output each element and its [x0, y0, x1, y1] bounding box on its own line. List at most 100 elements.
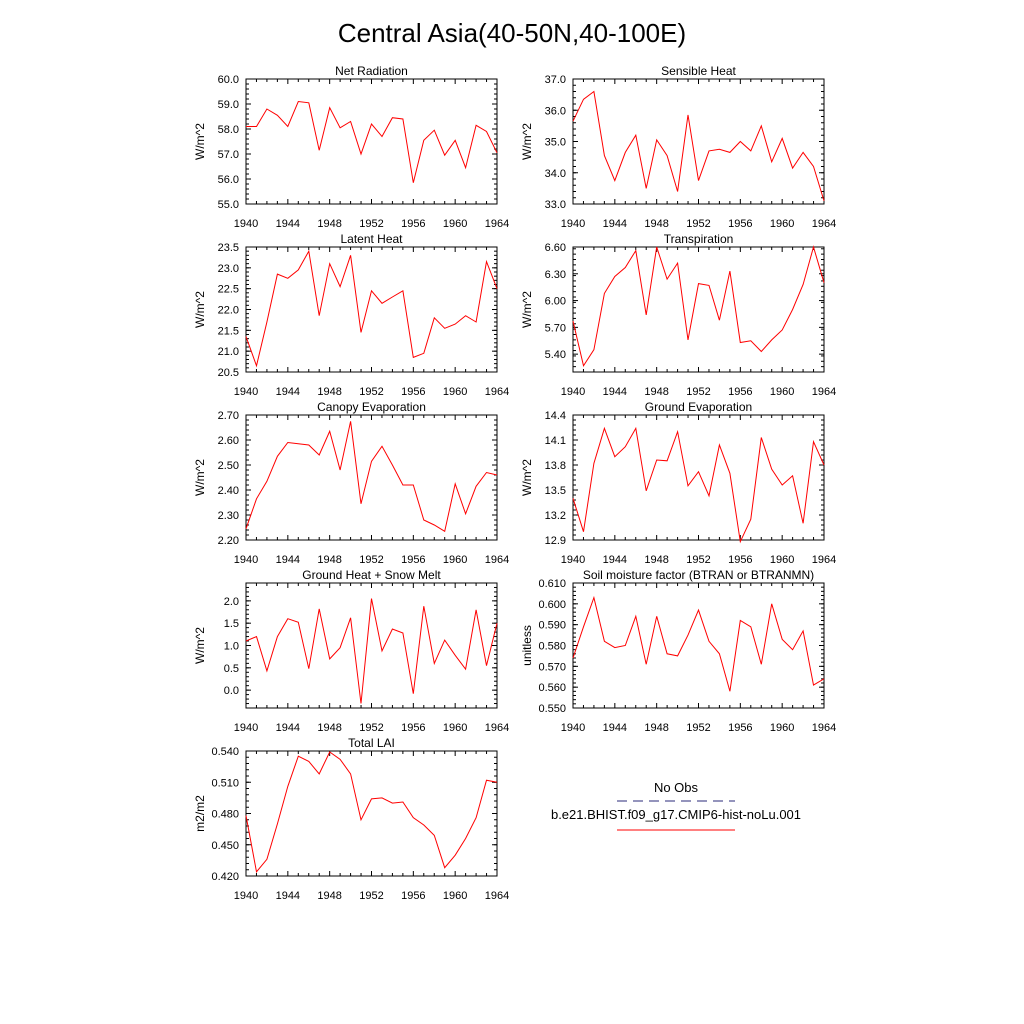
y-tick-label: 2.40 [218, 485, 239, 497]
series-line-total-lai [245, 751, 498, 873]
y-tick-label: 23.0 [218, 263, 239, 275]
x-tick-label: 1956 [401, 218, 425, 230]
panel-title: Canopy Evaporation [317, 400, 426, 414]
x-tick-label: 1960 [770, 218, 794, 230]
y-tick-label: 20.5 [218, 367, 239, 379]
panel-title: Net Radiation [335, 64, 408, 78]
y-tick-label: 6.30 [545, 269, 566, 281]
series-line-sensible-heat [572, 90, 825, 202]
y-axis-label: W/m^2 [520, 291, 534, 328]
y-tick-label: 33.0 [545, 199, 566, 211]
x-tick-label: 1944 [276, 890, 300, 902]
y-tick-label: 6.00 [545, 296, 566, 308]
y-tick-label: 60.0 [218, 74, 239, 86]
figure-title: Central Asia(40-50N,40-100E) [338, 18, 686, 48]
x-tick-label: 1952 [686, 386, 710, 398]
y-tick-label: 59.0 [218, 99, 239, 111]
y-tick-label: 2.50 [218, 460, 239, 472]
y-tick-label: 36.0 [545, 105, 566, 117]
x-tick-label: 1940 [234, 890, 258, 902]
x-tick-label: 1960 [770, 554, 794, 566]
x-tick-label: 1952 [359, 722, 383, 734]
x-tick-label: 1940 [234, 722, 258, 734]
x-tick-label: 1944 [603, 722, 627, 734]
y-tick-label: 2.70 [218, 410, 239, 422]
y-tick-label: 22.0 [218, 305, 239, 317]
x-tick-label: 1956 [728, 722, 752, 734]
panel-title: Total LAI [348, 736, 395, 750]
panel-canopy-evaporation: Canopy Evaporation W/m^2 1940 1944 1948 1952 1… [193, 400, 509, 566]
panel-sensible-heat: Sensible Heat W/m^2 1940 1944 1948 1952 1956 19… [520, 64, 836, 230]
x-tick-label: 1960 [443, 554, 467, 566]
x-tick-label: 1948 [317, 386, 341, 398]
x-tick-label: 1948 [317, 722, 341, 734]
y-tick-label: 0.450 [211, 840, 239, 852]
x-tick-label: 1956 [728, 218, 752, 230]
y-axis-label: W/m^2 [520, 459, 534, 496]
y-tick-label: 34.0 [545, 168, 566, 180]
x-tick-label: 1944 [276, 218, 300, 230]
y-axis-label: W/m^2 [520, 123, 534, 160]
series-line-ground-evaporation [572, 426, 825, 544]
y-tick-label: 1.0 [224, 641, 239, 653]
y-axis-label: m2/m2 [193, 795, 207, 832]
y-tick-label: 0.600 [538, 599, 566, 611]
x-tick-label: 1944 [603, 386, 627, 398]
x-tick-label: 1960 [443, 386, 467, 398]
y-tick-label: 21.5 [218, 325, 239, 337]
panel-title: Soil moisture factor (BTRAN or BTRANMN) [583, 568, 814, 582]
x-tick-label: 1940 [561, 218, 585, 230]
y-tick-label: 37.0 [545, 74, 566, 86]
x-tick-label: 1940 [234, 218, 258, 230]
y-axis-label: W/m^2 [193, 627, 207, 664]
y-tick-label: 2.0 [224, 596, 239, 608]
x-tick-label: 1952 [359, 890, 383, 902]
y-tick-label: 13.2 [545, 510, 566, 522]
series-line-net-radiation [246, 100, 498, 183]
panel-ground-evaporation: Ground Evaporation W/m^2 1940 1944 1948 1952 1… [520, 400, 836, 566]
y-tick-label: 0.550 [538, 703, 566, 715]
y-tick-label: 2.60 [218, 435, 239, 447]
x-tick-label: 1948 [317, 218, 341, 230]
x-tick-label: 1944 [276, 722, 300, 734]
x-tick-label: 1960 [770, 722, 794, 734]
y-tick-label: 5.40 [545, 349, 566, 361]
x-tick-label: 1956 [401, 554, 425, 566]
x-tick-label: 1948 [317, 890, 341, 902]
x-tick-label: 1952 [359, 218, 383, 230]
series-line-transpiration [572, 245, 825, 368]
panel-soil-moisture-factor-btran-or-btranmn: Soil moisture factor (BTRAN or BTRANMN) u… [520, 568, 836, 734]
panel-total-lai: Total LAI m2/m2 1940 1944 1948 1952 1956 1960 19… [193, 736, 509, 902]
series-line-latent-heat [245, 249, 498, 368]
x-tick-label: 1940 [234, 554, 258, 566]
panel-title: Sensible Heat [661, 64, 736, 78]
y-tick-label: 5.70 [545, 322, 566, 334]
panels: Net Radiation W/m^2 1940 1944 1948 1952 1956 19… [193, 64, 836, 902]
y-tick-label: 2.30 [218, 510, 239, 522]
x-tick-label: 1960 [443, 722, 467, 734]
x-tick-label: 1948 [644, 722, 668, 734]
panel-net-radiation: Net Radiation W/m^2 1940 1944 1948 1952 1956 19… [193, 64, 509, 230]
x-tick-label: 1964 [485, 554, 509, 566]
panel-title: Ground Evaporation [645, 400, 752, 414]
x-tick-label: 1956 [401, 722, 425, 734]
panel-title: Ground Heat + Snow Melt [302, 568, 441, 582]
y-tick-label: 58.0 [218, 124, 239, 136]
y-tick-label: 13.8 [545, 460, 566, 472]
y-tick-label: 0.590 [538, 620, 566, 632]
panel-latent-heat: Latent Heat W/m^2 1940 1944 1948 1952 1956 1960… [193, 232, 509, 398]
x-tick-label: 1952 [686, 218, 710, 230]
x-tick-label: 1956 [728, 386, 752, 398]
x-tick-label: 1964 [812, 386, 836, 398]
x-tick-label: 1964 [485, 722, 509, 734]
y-axis-label: W/m^2 [193, 291, 207, 328]
series-line-canopy-evaporation [245, 421, 498, 533]
x-tick-label: 1944 [603, 554, 627, 566]
legend-obs-label: No Obs [654, 780, 699, 795]
y-tick-label: 0.0 [224, 685, 239, 697]
panel-ground-heat-snow-melt: Ground Heat + Snow Melt W/m^2 1940 1944 1948… [193, 568, 509, 734]
y-tick-label: 0.480 [211, 809, 239, 821]
panel-title: Transpiration [664, 232, 734, 246]
x-tick-label: 1952 [686, 554, 710, 566]
